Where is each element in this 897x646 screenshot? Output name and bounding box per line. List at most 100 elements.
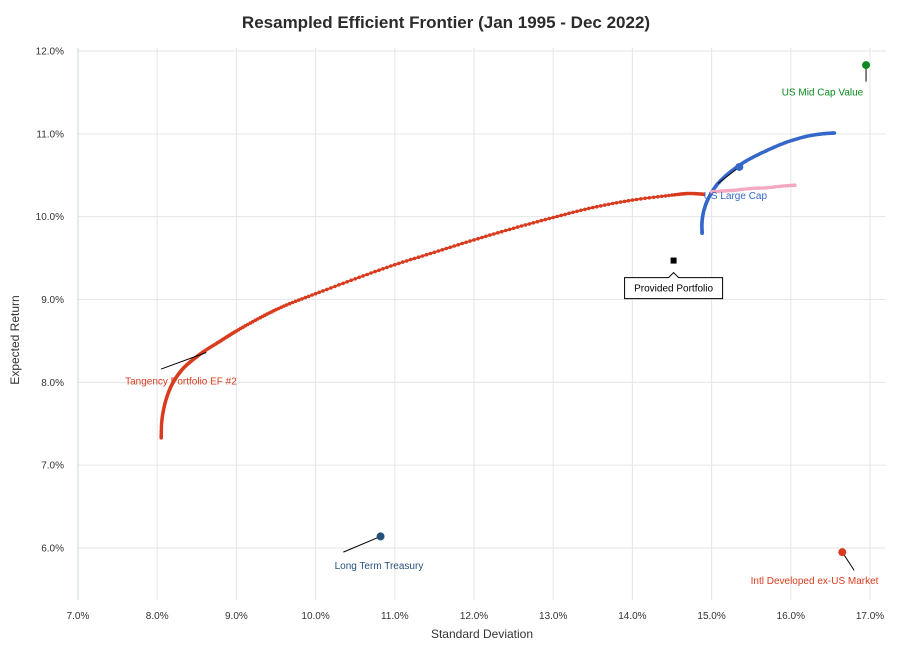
- frontier-point: [349, 278, 354, 283]
- frontier-point: [606, 202, 611, 207]
- frontier-point: [464, 240, 468, 245]
- frontier-point: [622, 199, 627, 204]
- asset-connector: [717, 166, 740, 184]
- frontier-point: [306, 294, 311, 299]
- frontier-point: [765, 185, 769, 190]
- frontier-point: [598, 204, 603, 208]
- frontier-point: [303, 295, 308, 300]
- annotations: Tangency Portfolio EF #2 US Mid Cap Value…: [125, 61, 879, 587]
- frontier-point: [527, 222, 532, 226]
- frontier-point: [749, 186, 753, 191]
- frontier-point: [333, 284, 337, 289]
- frontier-point: [559, 213, 563, 218]
- frontier-point: [776, 184, 780, 189]
- frontier-point: [575, 209, 579, 214]
- frontier-point: [511, 226, 516, 231]
- frontier-point: [341, 281, 345, 286]
- frontier-point: [499, 229, 504, 234]
- frontier-point: [563, 212, 567, 217]
- frontier-point: [587, 206, 591, 211]
- frontier-point: [297, 298, 301, 302]
- frontier-point: [460, 241, 464, 246]
- frontier-point: [770, 185, 775, 189]
- y-tick-label: 7.0%: [41, 461, 64, 472]
- asset-connector: [343, 535, 381, 553]
- frontier-point: [377, 268, 381, 273]
- frontier-point: [381, 267, 385, 271]
- frontier-point: [670, 193, 674, 197]
- frontier-point: [329, 286, 333, 290]
- frontier-point: [832, 131, 837, 135]
- frontier-point: [385, 265, 389, 270]
- frontier-point: [484, 234, 488, 239]
- y-tick-label: 12.0%: [36, 47, 64, 58]
- frontier-point: [656, 195, 660, 199]
- frontier-point: [373, 269, 377, 274]
- frontier-point: [579, 208, 583, 213]
- asset-point: US Mid Cap Value: [782, 61, 871, 98]
- frontier-point: [754, 186, 759, 190]
- frontier-point: [519, 224, 524, 228]
- frontier-point: [488, 233, 492, 237]
- frontier-point: [618, 200, 623, 204]
- frontier-1: [159, 191, 706, 440]
- chart-title: Resampled Efficient Frontier (Jan 1995 -…: [242, 13, 650, 32]
- frontier-point: [444, 246, 449, 251]
- frontier-point: [397, 261, 401, 266]
- frontier-point: [626, 198, 631, 203]
- frontier-point: [412, 256, 417, 261]
- x-tick-label: 17.0%: [856, 611, 884, 622]
- frontier-point: [420, 254, 425, 258]
- asset-label: US Mid Cap Value: [782, 87, 864, 98]
- frontier-point: [762, 186, 767, 190]
- frontier-point: [472, 238, 476, 242]
- y-tick-label: 9.0%: [41, 295, 64, 306]
- frontier-point: [773, 185, 777, 189]
- frontier-point: [448, 245, 453, 250]
- frontier-point: [663, 194, 668, 198]
- x-tick-label: 7.0%: [67, 611, 90, 622]
- frontier-point: [738, 187, 743, 192]
- frontier-point: [701, 192, 706, 197]
- asset-point: Long Term Treasury: [335, 532, 423, 572]
- frontier-point: [393, 262, 397, 267]
- frontier-point: [583, 207, 587, 212]
- frontier-point: [468, 239, 472, 243]
- frontier-point: [337, 283, 341, 287]
- x-tick-label: 16.0%: [777, 611, 805, 622]
- y-tick-label: 6.0%: [41, 544, 64, 555]
- asset-marker: [376, 532, 385, 541]
- frontier-point: [369, 271, 373, 275]
- y-axis-ticks: 6.0% 7.0% 8.0% 9.0% 10.0% 11.0% 12.0%: [36, 47, 64, 555]
- frontier-point: [321, 289, 325, 293]
- frontier-point: [404, 259, 409, 263]
- frontier-point: [659, 194, 664, 199]
- frontier-point: [651, 195, 656, 200]
- frontier-point: [507, 227, 512, 232]
- frontier-point: [476, 236, 480, 241]
- frontier-point: [643, 196, 647, 201]
- y-tick-label: 8.0%: [41, 378, 64, 389]
- frontier-point: [515, 225, 520, 229]
- frontier-point: [432, 250, 437, 255]
- frontier-point: [300, 297, 304, 301]
- frontier-3: [709, 183, 797, 194]
- asset-label: US Large Cap: [704, 191, 768, 202]
- frontier-point: [287, 301, 292, 306]
- frontier-point: [290, 300, 295, 305]
- frontier-point: [325, 287, 329, 292]
- frontier-point: [279, 305, 284, 310]
- frontier-point: [595, 204, 599, 209]
- frontier-point: [496, 231, 500, 235]
- x-tick-label: 10.0%: [301, 611, 329, 622]
- frontier-point: [365, 272, 369, 277]
- frontier-point: [602, 203, 607, 207]
- frontier-point: [531, 221, 536, 225]
- frontier-point: [571, 210, 575, 215]
- frontier-point: [282, 304, 286, 308]
- y-axis-title: Expected Return: [8, 295, 22, 384]
- frontier-point: [317, 290, 322, 295]
- frontier-point: [503, 228, 508, 233]
- frontier-point: [408, 257, 413, 262]
- frontier-point: [293, 299, 298, 304]
